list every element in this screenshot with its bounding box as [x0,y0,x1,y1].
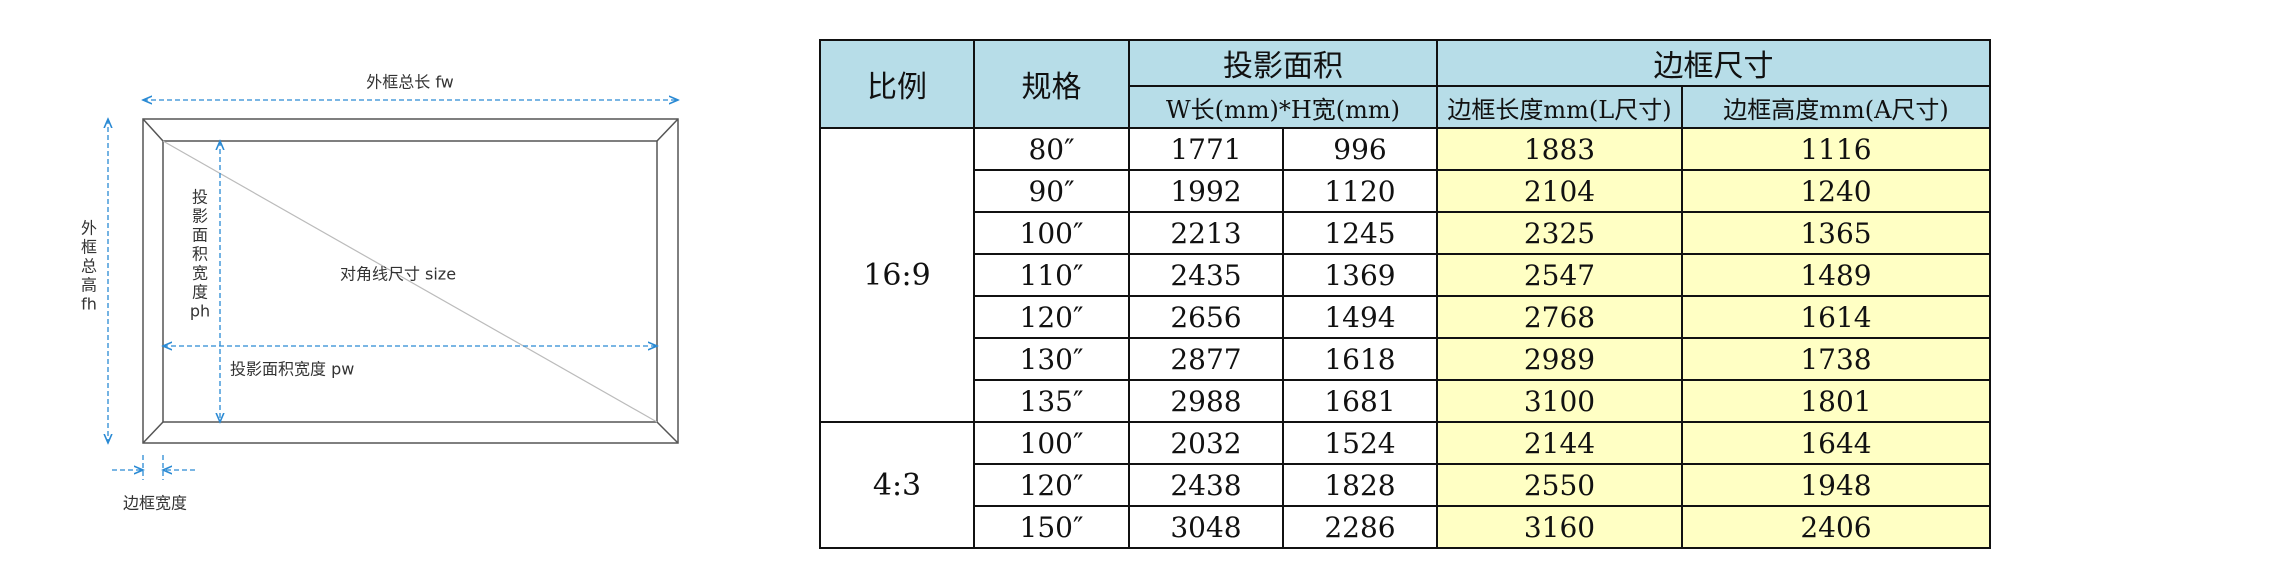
table-cell: 135″ [973,379,1130,423]
header-cell: W长(mm)*H宽(mm) [1128,85,1438,129]
header-cell: 规格 [973,39,1130,129]
table-cell: 2286 [1282,505,1438,549]
table-cell: 120″ [973,463,1130,507]
table-row: 90″ 1992 1120 2104 1240 [820,169,1991,213]
table-cell: 1771 [1128,127,1284,171]
table-cell: 100″ [973,211,1130,255]
table-cell: 1738 [1681,337,1991,381]
table-cell: 1614 [1681,295,1991,339]
table-cell: 1120 [1282,169,1438,213]
border-label: 边框宽度 [123,494,187,513]
table-cell: 1489 [1681,253,1991,297]
table-row: 130″ 2877 1618 2989 1738 [820,337,1991,381]
dimension-arrows [108,100,678,480]
table-row: 120″ 2656 1494 2768 1614 [820,295,1991,339]
table-row: 比例 规格 投影面积 边框尺寸 [819,39,1991,129]
frame-shape [142,118,679,444]
header-cell: 边框长度mm(L尺寸) [1436,85,1683,129]
table-row: 4:3 100″ 2032 1524 2144 1644 [819,421,1991,549]
table-row: W长(mm)*H宽(mm) 边框长度mm(L尺寸) 边框高度mm(A尺寸) [820,85,1991,129]
table-cell: 2438 [1128,463,1284,507]
table-cell: 1681 [1282,379,1438,423]
vertical-label-char: 高 [81,276,97,295]
table-cell: 2104 [1436,169,1683,213]
vertical-label-char: 总 [81,257,97,276]
table-cell: 1494 [1282,295,1438,339]
table-cell: 1618 [1282,337,1438,381]
table-cell: 1365 [1681,211,1991,255]
table-cell: 996 [1282,127,1438,171]
table-cell: 2406 [1681,505,1991,549]
spec-table: 比例 规格 投影面积 边框尺寸 W长(mm)*H宽(mm) 边框长度mm(L尺寸) 边框高度… [819,39,1991,549]
table-cell: 2989 [1436,337,1683,381]
table-row: 120″ 2438 1828 2550 1948 [820,463,1991,507]
table-cell: 1828 [1282,463,1438,507]
diagonal-line [162,140,658,423]
table-cell: 1369 [1282,253,1438,297]
table-cell: 120″ [973,295,1130,339]
header-cell: 边框高度mm(A尺寸) [1681,85,1991,129]
header-cell: 投影面积 [1128,39,1438,87]
table-cell: 110″ [973,253,1130,297]
table-cell: 2656 [1128,295,1284,339]
vertical-label-char: 影 [192,207,208,226]
table-cell: 2877 [1128,337,1284,381]
table-cell: 1240 [1681,169,1991,213]
table-cell: 1644 [1681,421,1991,465]
vertical-label-char: 框 [81,238,97,257]
ratio-cell: 16:9 [819,127,975,423]
table-cell: 2325 [1436,211,1683,255]
table-cell: 100″ [973,421,1130,465]
vertical-label-char: fh [81,295,97,314]
table-cell: 1992 [1128,169,1284,213]
frame-diagram: 外框总长 fw 对角线尺寸 size 投影面积宽度 pw 边框宽度 外框总高fh… [81,73,720,513]
table-row: 110″ 2435 1369 2547 1489 [820,253,1991,297]
table-cell: 1883 [1436,127,1683,171]
table-cell: 130″ [973,337,1130,381]
table-cell: 1801 [1681,379,1991,423]
table-cell: 3100 [1436,379,1683,423]
diagonal-label: 对角线尺寸 size [340,265,456,284]
table-cell: 2988 [1128,379,1284,423]
width-label: 投影面积宽度 pw [230,360,354,379]
table-cell: 150″ [973,505,1130,549]
table-cell: 1948 [1681,463,1991,507]
length-label: 外框总长 fw [366,73,454,92]
table-cell: 2435 [1128,253,1284,297]
header-cell: 比例 [819,39,975,129]
table-row: 150″ 3048 2286 3160 2406 [820,505,1991,549]
table-cell: 3160 [1436,505,1683,549]
table-cell: 3048 [1128,505,1284,549]
vertical-label-char: 积 [192,245,208,264]
vertical-label-char: 外 [81,219,97,238]
table-cell: 1245 [1282,211,1438,255]
table-cell: 90″ [973,169,1130,213]
table-cell: 2144 [1436,421,1683,465]
header-cell: 边框尺寸 [1436,39,1991,87]
table-row: 100″ 2213 1245 2325 1365 [820,211,1991,255]
table-cell: 2032 [1128,421,1284,465]
vertical-label-char: 宽 [192,264,208,283]
vertical-label-char: 投 [192,188,208,207]
vertical-label-char: ph [190,302,210,321]
vertical-label-char: 度 [192,283,208,302]
ratio-cell: 4:3 [819,421,975,549]
table-cell: 2768 [1436,295,1683,339]
table-cell: 2213 [1128,211,1284,255]
table-cell: 2550 [1436,463,1683,507]
table-cell: 1524 [1282,421,1438,465]
table-row: 16:9 80″ 1771 996 1883 1116 [819,127,1991,423]
table-row: 135″ 2988 1681 3100 1801 [820,379,1991,423]
table-cell: 80″ [973,127,1130,171]
table-cell: 1116 [1681,127,1991,171]
table-cell: 2547 [1436,253,1683,297]
vertical-label-char: 面 [192,226,208,245]
